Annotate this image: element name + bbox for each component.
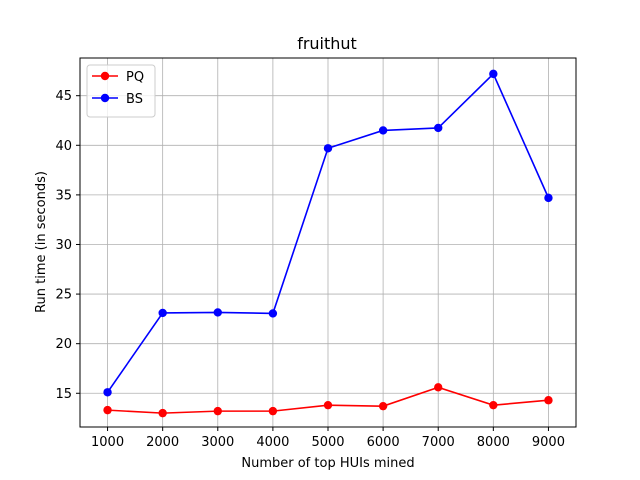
data-point-bs (268, 309, 278, 318)
x-tick-label: 1000 (91, 435, 124, 450)
data-point-bs (158, 308, 167, 318)
y-axis: 15 20 25 30 35 40 45 (55, 89, 80, 402)
data-point-pq (489, 400, 498, 410)
legend-item-pq: PQ (92, 70, 144, 85)
legend-label: BS (126, 92, 143, 107)
y-axis-label: Run time (in seconds) (34, 171, 49, 313)
data-point-pq (544, 396, 553, 405)
chart-title: fruithut (297, 34, 357, 53)
legend-label: PQ (126, 70, 144, 85)
x-tick-label: 9000 (532, 435, 565, 450)
data-point-pq (158, 408, 167, 418)
y-tick-label: 45 (55, 89, 72, 104)
y-tick-label: 40 (55, 139, 72, 154)
data-point-bs (103, 388, 112, 397)
legend: PQ BS (86, 64, 156, 118)
legend-swatch-marker (100, 93, 110, 103)
y-tick-label: 15 (55, 387, 72, 402)
data-point-bs (434, 123, 443, 133)
series-bs (103, 69, 553, 397)
x-tick-label: 4000 (256, 435, 289, 450)
legend-swatch-marker (100, 71, 110, 81)
x-tick-label: 6000 (367, 435, 400, 450)
data-point-pq (434, 383, 443, 392)
data-point-bs (489, 69, 498, 79)
data-point-bs (544, 193, 553, 203)
series-layer (103, 69, 553, 418)
x-tick-label: 5000 (311, 435, 344, 450)
x-tick-label: 8000 (477, 435, 510, 450)
y-tick-label: 20 (55, 337, 72, 352)
data-point-pq (378, 401, 388, 411)
data-point-bs (213, 308, 222, 317)
x-tick-label: 3000 (201, 435, 234, 450)
data-point-pq (103, 405, 112, 415)
legend-box (86, 64, 156, 118)
x-axis: 1000 2000 3000 4000 5000 6000 7000 8000 9000 (91, 427, 565, 450)
data-point-pq (213, 406, 222, 416)
data-point-pq (268, 406, 278, 416)
data-point-pq (323, 400, 333, 410)
legend-item-bs: BS (92, 92, 143, 107)
x-tick-label: 7000 (422, 435, 455, 450)
series-pq (103, 383, 553, 418)
y-tick-label: 25 (55, 288, 72, 303)
y-tick-label: 30 (55, 238, 72, 253)
data-point-bs (378, 126, 388, 135)
x-axis-label: Number of top HUIs mined (241, 456, 414, 471)
data-point-bs (323, 144, 333, 153)
x-tick-label: 2000 (146, 435, 179, 450)
y-tick-label: 35 (55, 188, 72, 203)
